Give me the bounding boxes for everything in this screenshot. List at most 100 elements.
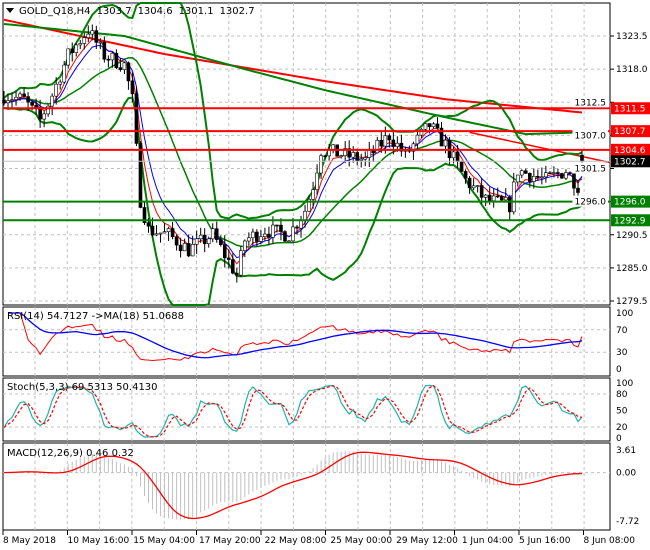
candle-body	[383, 135, 388, 147]
candle-body	[419, 128, 424, 136]
candle-body	[38, 108, 42, 120]
candle-body	[82, 37, 87, 44]
candle-body	[560, 173, 564, 179]
price-tick-label: 1307.0	[575, 131, 607, 141]
candle-body	[102, 41, 107, 60]
level-tag	[611, 125, 650, 138]
current-price-tag	[611, 155, 650, 168]
inplot-price-labels: 1312.5 1307.0 1301.5 1296.0	[572, 96, 608, 208]
rsi-tick-label: 30	[616, 348, 628, 358]
stoch-main-line	[3, 384, 583, 438]
macd-tick-label: 0.00	[616, 469, 636, 479]
candle-body	[467, 177, 472, 189]
candle-body	[363, 157, 368, 160]
candle-body	[110, 52, 115, 61]
bollinger-upper	[3, 1, 583, 220]
candle-body	[122, 62, 127, 70]
candle-body	[150, 225, 155, 236]
candle-body	[495, 195, 500, 198]
time-tick-label: 5 Jun 16:00	[519, 536, 571, 546]
price-tick-label: 1318.0	[616, 65, 648, 75]
stoch-tick-label: 80	[616, 390, 628, 400]
rsi-panel[interactable]	[3, 312, 610, 361]
candle-body	[42, 113, 46, 120]
time-tick-label: 29 May 12:00	[396, 536, 458, 546]
candle-body	[544, 172, 548, 178]
price-tick-label: 1290.5	[616, 231, 648, 241]
stoch-label: Stoch(5,3,3) 69.5313 50.4130	[7, 382, 158, 393]
rsi-tick-label: 100	[616, 309, 633, 319]
candle-body	[443, 139, 448, 147]
level-tag-label: 1311.5	[614, 104, 646, 114]
candle-body	[524, 170, 528, 174]
price-tick-label: 1296.0	[575, 198, 607, 208]
candle-body	[399, 142, 404, 152]
candle-body	[259, 236, 263, 242]
candle-body	[210, 228, 215, 240]
candle-body	[267, 233, 271, 238]
candle-body	[319, 155, 323, 174]
price-panel[interactable]	[2, 1, 611, 306]
candle-body	[271, 224, 275, 238]
candle-body	[178, 244, 183, 252]
candle-body	[375, 139, 380, 154]
stoch-tick-label: 100	[616, 379, 633, 389]
time-tick-label: 1 Jun 04:00	[462, 536, 514, 546]
candle-body	[70, 48, 75, 53]
level-tag-label: 1304.6	[614, 146, 646, 156]
candle-body	[98, 41, 103, 44]
candle-body	[427, 123, 432, 128]
level-tag-label: 1292.9	[614, 216, 646, 226]
stoch-signal-line	[3, 384, 583, 438]
time-tick-label: 8 May 2018	[3, 536, 56, 546]
time-tick-label: 8 Jun 08:00	[584, 536, 636, 546]
macd-panel[interactable]	[3, 450, 610, 520]
candle-body	[162, 231, 167, 234]
candle-body	[2, 99, 6, 104]
price-tick-label: 1323.5	[616, 32, 648, 42]
stoch-panel[interactable]	[3, 384, 610, 438]
candle-body	[182, 243, 187, 252]
time-tick-label: 15 May 04:00	[133, 536, 195, 546]
candle-body	[379, 139, 384, 147]
time-tick-label: 25 May 00:00	[330, 536, 392, 546]
candle-body	[226, 257, 231, 260]
candle-body	[507, 197, 512, 213]
candle-body	[528, 173, 532, 182]
candle-body	[158, 232, 163, 235]
candle-body	[90, 30, 95, 35]
stoch-frame	[2, 377, 611, 442]
candle-body	[311, 189, 315, 200]
candle-body	[202, 234, 207, 245]
candle-body	[564, 172, 568, 179]
level-tag	[611, 143, 650, 156]
candle-body	[459, 161, 464, 172]
collapse-arrow-icon[interactable]	[6, 8, 14, 13]
candle-body	[14, 96, 18, 100]
candle-body	[303, 210, 307, 221]
candle-body	[576, 187, 580, 193]
price-tick-label-bg	[572, 195, 608, 207]
candle-body	[536, 176, 540, 178]
candle-body	[548, 172, 552, 175]
candle-body	[423, 123, 428, 130]
price-tick-label: 1279.5	[616, 297, 648, 307]
candle-body	[367, 149, 372, 158]
candle-body	[347, 148, 351, 158]
level-tag-label: 1307.7	[614, 127, 646, 137]
candle-body	[463, 171, 468, 179]
stoch-tick-label: 20	[616, 423, 628, 433]
candle-body	[479, 185, 484, 198]
candle-body	[78, 43, 83, 46]
candle-body	[580, 154, 584, 162]
candle-body	[411, 143, 416, 152]
candle-body	[30, 101, 34, 106]
candle-body	[222, 244, 227, 259]
candle-body	[351, 152, 356, 158]
candle-body	[395, 142, 400, 147]
price-tick-label-bg	[572, 129, 608, 141]
trendline	[469, 131, 611, 164]
price-tick-label-bg	[572, 162, 608, 174]
current-price-label: 1302.7	[614, 157, 646, 167]
